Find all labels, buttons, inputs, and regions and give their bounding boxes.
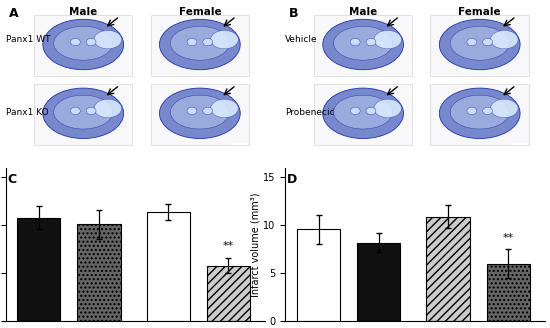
Ellipse shape	[43, 19, 124, 70]
Text: C: C	[7, 173, 16, 186]
Ellipse shape	[450, 26, 509, 60]
Ellipse shape	[374, 31, 401, 49]
Text: Panx1 WT: Panx1 WT	[6, 35, 50, 44]
Text: Vehicle: Vehicle	[285, 35, 318, 44]
Bar	[151, 15, 249, 76]
Ellipse shape	[70, 107, 80, 114]
Bar	[151, 84, 249, 145]
Ellipse shape	[203, 38, 213, 46]
Bar	[431, 84, 529, 145]
Bar	[426, 217, 470, 321]
Ellipse shape	[54, 26, 113, 60]
Ellipse shape	[333, 26, 393, 60]
Text: Probenecid: Probenecid	[285, 108, 336, 117]
Text: Female: Female	[179, 7, 221, 17]
Ellipse shape	[467, 107, 477, 114]
Ellipse shape	[94, 31, 122, 49]
Ellipse shape	[366, 38, 376, 46]
Bar	[431, 15, 529, 76]
Bar	[357, 243, 400, 321]
Ellipse shape	[350, 107, 360, 114]
Text: Panx1 KO: Panx1 KO	[6, 108, 48, 117]
Bar	[77, 224, 120, 321]
Text: D: D	[287, 173, 298, 186]
Ellipse shape	[170, 26, 229, 60]
Ellipse shape	[333, 95, 393, 129]
Ellipse shape	[160, 88, 240, 138]
Ellipse shape	[211, 99, 238, 118]
Ellipse shape	[374, 99, 401, 118]
Bar	[207, 266, 250, 321]
Bar	[146, 212, 190, 321]
Ellipse shape	[160, 19, 240, 70]
Ellipse shape	[43, 88, 124, 138]
Ellipse shape	[439, 88, 520, 138]
Ellipse shape	[467, 38, 477, 46]
Ellipse shape	[187, 38, 197, 46]
Ellipse shape	[491, 99, 518, 118]
Ellipse shape	[203, 107, 213, 114]
Text: Female: Female	[458, 7, 501, 17]
Bar	[487, 264, 530, 321]
Ellipse shape	[323, 19, 404, 70]
Ellipse shape	[491, 31, 518, 49]
Ellipse shape	[483, 38, 492, 46]
Ellipse shape	[86, 38, 96, 46]
Ellipse shape	[439, 19, 520, 70]
Ellipse shape	[70, 38, 80, 46]
Bar	[314, 15, 412, 76]
Text: A: A	[9, 7, 19, 20]
Bar	[297, 229, 340, 321]
Ellipse shape	[483, 107, 492, 114]
Y-axis label: Infarct volume (mm³): Infarct volume (mm³)	[250, 192, 261, 297]
Bar	[17, 218, 60, 321]
Text: **: **	[223, 241, 234, 251]
Ellipse shape	[170, 95, 229, 129]
Ellipse shape	[54, 95, 113, 129]
Bar	[314, 84, 412, 145]
Ellipse shape	[450, 95, 509, 129]
Ellipse shape	[94, 99, 122, 118]
Text: Male: Male	[69, 7, 97, 17]
Ellipse shape	[86, 107, 96, 114]
Text: B: B	[289, 7, 299, 20]
Bar	[34, 15, 133, 76]
Bar	[34, 84, 133, 145]
Ellipse shape	[323, 88, 404, 138]
Ellipse shape	[187, 107, 197, 114]
Ellipse shape	[211, 31, 238, 49]
Text: Male: Male	[349, 7, 377, 17]
Ellipse shape	[366, 107, 376, 114]
Text: **: **	[503, 233, 514, 243]
Ellipse shape	[350, 38, 360, 46]
